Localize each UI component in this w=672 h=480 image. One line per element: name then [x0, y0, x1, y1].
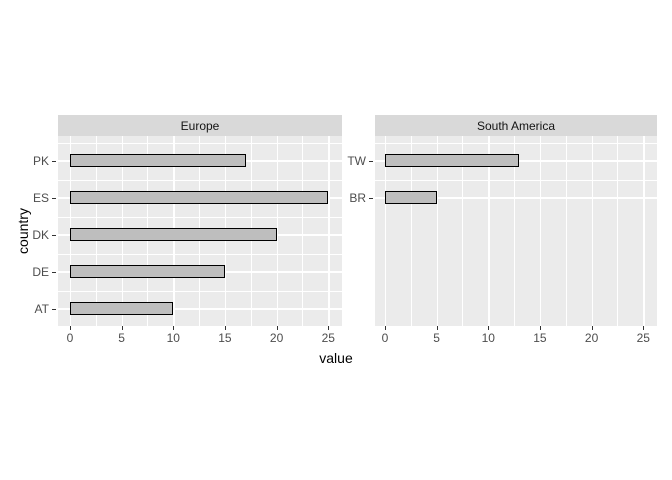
x-tick-label: 5 [118, 331, 125, 345]
bar [70, 228, 277, 241]
y-tick-label: BR [349, 191, 366, 205]
gridline-y-minor [375, 142, 657, 144]
bar [385, 191, 437, 204]
y-tick-label: DE [32, 265, 49, 279]
y-tick [52, 198, 56, 199]
x-axis-title: value [319, 350, 353, 366]
x-tick-label: 5 [433, 331, 440, 345]
gridline-x-major [328, 136, 330, 326]
y-tick-label: AT [34, 302, 49, 316]
facet-strip-label: Europe [180, 118, 220, 133]
y-tick-label: ES [32, 191, 49, 205]
x-tick-label: 20 [269, 331, 284, 345]
x-tick-label: 25 [321, 331, 335, 345]
x-tick-label: 10 [481, 331, 495, 345]
bar [385, 154, 520, 167]
x-tick [643, 326, 645, 330]
gridline-y-minor [58, 216, 342, 218]
x-tick-label: 15 [218, 331, 232, 345]
gridline-y-minor [375, 179, 657, 181]
gridline-y-minor [58, 142, 342, 144]
y-tick [369, 198, 373, 199]
y-tick [52, 235, 56, 236]
x-tick [328, 326, 330, 330]
facet-strip: Europe [58, 115, 342, 136]
gridline-y-minor [58, 179, 342, 181]
facet-strip: South America [375, 115, 657, 136]
y-tick-label: DK [32, 228, 49, 242]
bar [70, 154, 246, 167]
bar [70, 265, 225, 278]
x-tick [488, 326, 490, 330]
x-tick-label: 20 [584, 331, 599, 345]
gridline-x-minor [565, 136, 567, 326]
gridline-x-major [436, 136, 439, 326]
gridline-x-major [488, 136, 490, 326]
gridline-x-minor [302, 136, 304, 326]
x-tick-label: 0 [381, 331, 389, 345]
x-tick-label: 15 [533, 331, 547, 345]
gridline-x-minor [617, 136, 619, 326]
facet-panel [375, 136, 657, 326]
gridline-x-minor [514, 136, 515, 326]
y-tick-label: PK [32, 154, 49, 168]
x-tick [436, 326, 438, 330]
bar [70, 302, 174, 315]
x-tick-label: 0 [66, 331, 74, 345]
gridline-x-major [539, 136, 542, 326]
y-tick [52, 161, 56, 162]
gridline-y-major [375, 197, 657, 199]
x-tick [591, 326, 593, 330]
gridline-x-major [385, 136, 387, 326]
x-tick-label: 10 [166, 331, 180, 345]
x-tick-label: 25 [636, 331, 650, 345]
gridline-y-minor [58, 253, 342, 255]
gridline-x-minor [410, 136, 412, 326]
x-tick [121, 326, 123, 330]
x-tick [539, 326, 541, 330]
gridline-y-minor [58, 290, 342, 292]
x-tick [385, 326, 386, 330]
facet-strip-label: South America [476, 118, 556, 133]
y-tick [52, 309, 56, 310]
gridline-x-major [643, 136, 645, 326]
x-tick [276, 326, 278, 330]
gridline-y-major [58, 308, 342, 310]
gridline-x-major [591, 136, 593, 326]
bar [70, 191, 329, 204]
gridline-x-major [276, 136, 278, 326]
y-tick [369, 161, 373, 162]
x-tick [173, 326, 175, 330]
gridline-x-minor [462, 136, 464, 326]
x-tick [70, 326, 71, 330]
y-tick [52, 272, 56, 273]
x-tick [224, 326, 226, 330]
facet-panel [58, 136, 342, 326]
y-tick-label: TW [347, 154, 366, 168]
